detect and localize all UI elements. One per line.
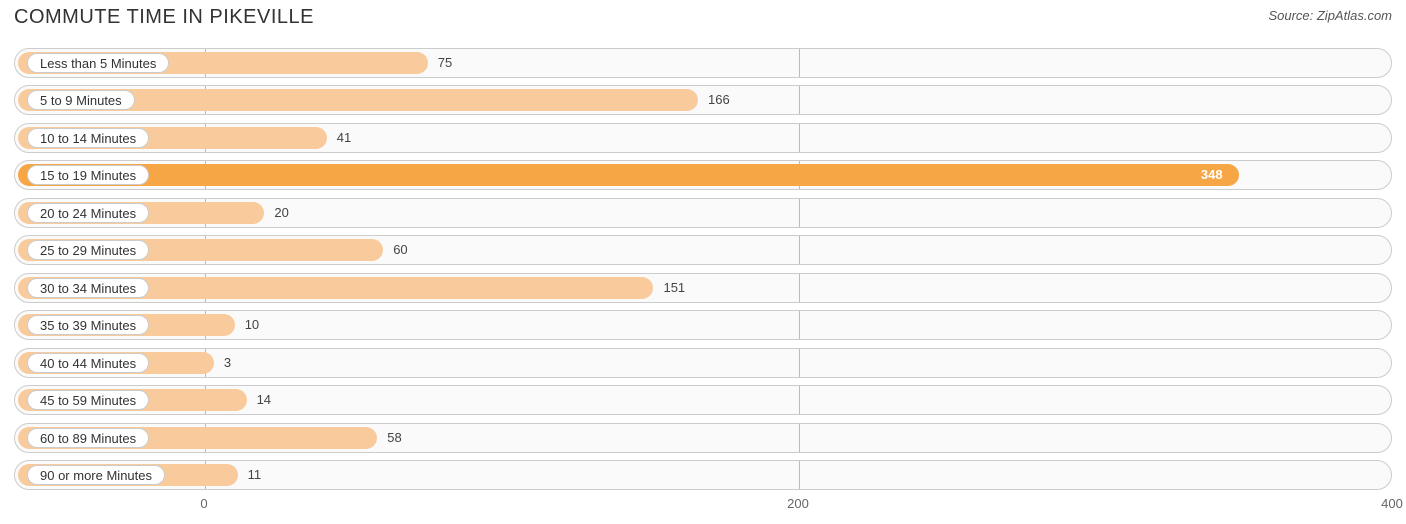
gridline	[799, 86, 800, 114]
category-label: 60 to 89 Minutes	[27, 428, 149, 448]
category-label: Less than 5 Minutes	[27, 53, 169, 73]
bar-row: 25 to 29 Minutes 60	[14, 235, 1392, 265]
bar-value: 348	[1201, 161, 1223, 189]
bar-value: 20	[274, 199, 288, 227]
axis-tick: 200	[787, 496, 809, 511]
gridline	[799, 461, 800, 489]
axis-tick: 400	[1381, 496, 1403, 511]
category-label: 45 to 59 Minutes	[27, 390, 149, 410]
bar-row: 60 to 89 Minutes 58	[14, 423, 1392, 453]
bar-value: 10	[245, 311, 259, 339]
category-label: 20 to 24 Minutes	[27, 203, 149, 223]
category-label: 15 to 19 Minutes	[27, 165, 149, 185]
bar-value: 3	[224, 349, 231, 377]
bar-row: 45 to 59 Minutes 14	[14, 385, 1392, 415]
bar-value: 75	[438, 49, 452, 77]
bar-value: 41	[337, 124, 351, 152]
gridline	[799, 236, 800, 264]
bar-value: 166	[708, 86, 730, 114]
bar-value: 11	[248, 461, 262, 489]
bar-value: 151	[663, 274, 685, 302]
bar-row: 15 to 19 Minutes 348	[14, 160, 1392, 190]
gridline	[799, 424, 800, 452]
category-label: 10 to 14 Minutes	[27, 128, 149, 148]
source-attribution: Source: ZipAtlas.com	[1268, 8, 1392, 23]
gridline	[799, 311, 800, 339]
header: Commute Time in Pikeville Source: ZipAtl…	[0, 0, 1406, 38]
gridline	[799, 124, 800, 152]
bar-row: 10 to 14 Minutes 41	[14, 123, 1392, 153]
bar-value: 58	[387, 424, 401, 452]
bar-row: Less than 5 Minutes 75	[14, 48, 1392, 78]
bar-row: 20 to 24 Minutes 20	[14, 198, 1392, 228]
category-label: 5 to 9 Minutes	[27, 90, 135, 110]
x-axis: 0200400	[14, 496, 1392, 516]
chart-title: Commute Time in Pikeville	[14, 6, 314, 28]
bar-value: 14	[257, 386, 271, 414]
gridline	[799, 386, 800, 414]
category-label: 90 or more Minutes	[27, 465, 165, 485]
axis-tick: 0	[200, 496, 207, 511]
bar-row: 35 to 39 Minutes 10	[14, 310, 1392, 340]
bar-row: 30 to 34 Minutes 151	[14, 273, 1392, 303]
bar-row: 90 or more Minutes 11	[14, 460, 1392, 490]
category-label: 35 to 39 Minutes	[27, 315, 149, 335]
gridline	[799, 49, 800, 77]
bar-container: Less than 5 Minutes 75 5 to 9 Minutes 166 10…	[14, 48, 1392, 490]
gridline	[799, 274, 800, 302]
gridline	[799, 349, 800, 377]
category-label: 40 to 44 Minutes	[27, 353, 149, 373]
bar-row: 5 to 9 Minutes 166	[14, 85, 1392, 115]
category-label: 25 to 29 Minutes	[27, 240, 149, 260]
bar-fill	[18, 164, 1239, 186]
bar-row: 40 to 44 Minutes 3	[14, 348, 1392, 378]
chart-area: Less than 5 Minutes 75 5 to 9 Minutes 166 10…	[14, 48, 1392, 490]
category-label: 30 to 34 Minutes	[27, 278, 149, 298]
bar-value: 60	[393, 236, 407, 264]
gridline	[799, 199, 800, 227]
